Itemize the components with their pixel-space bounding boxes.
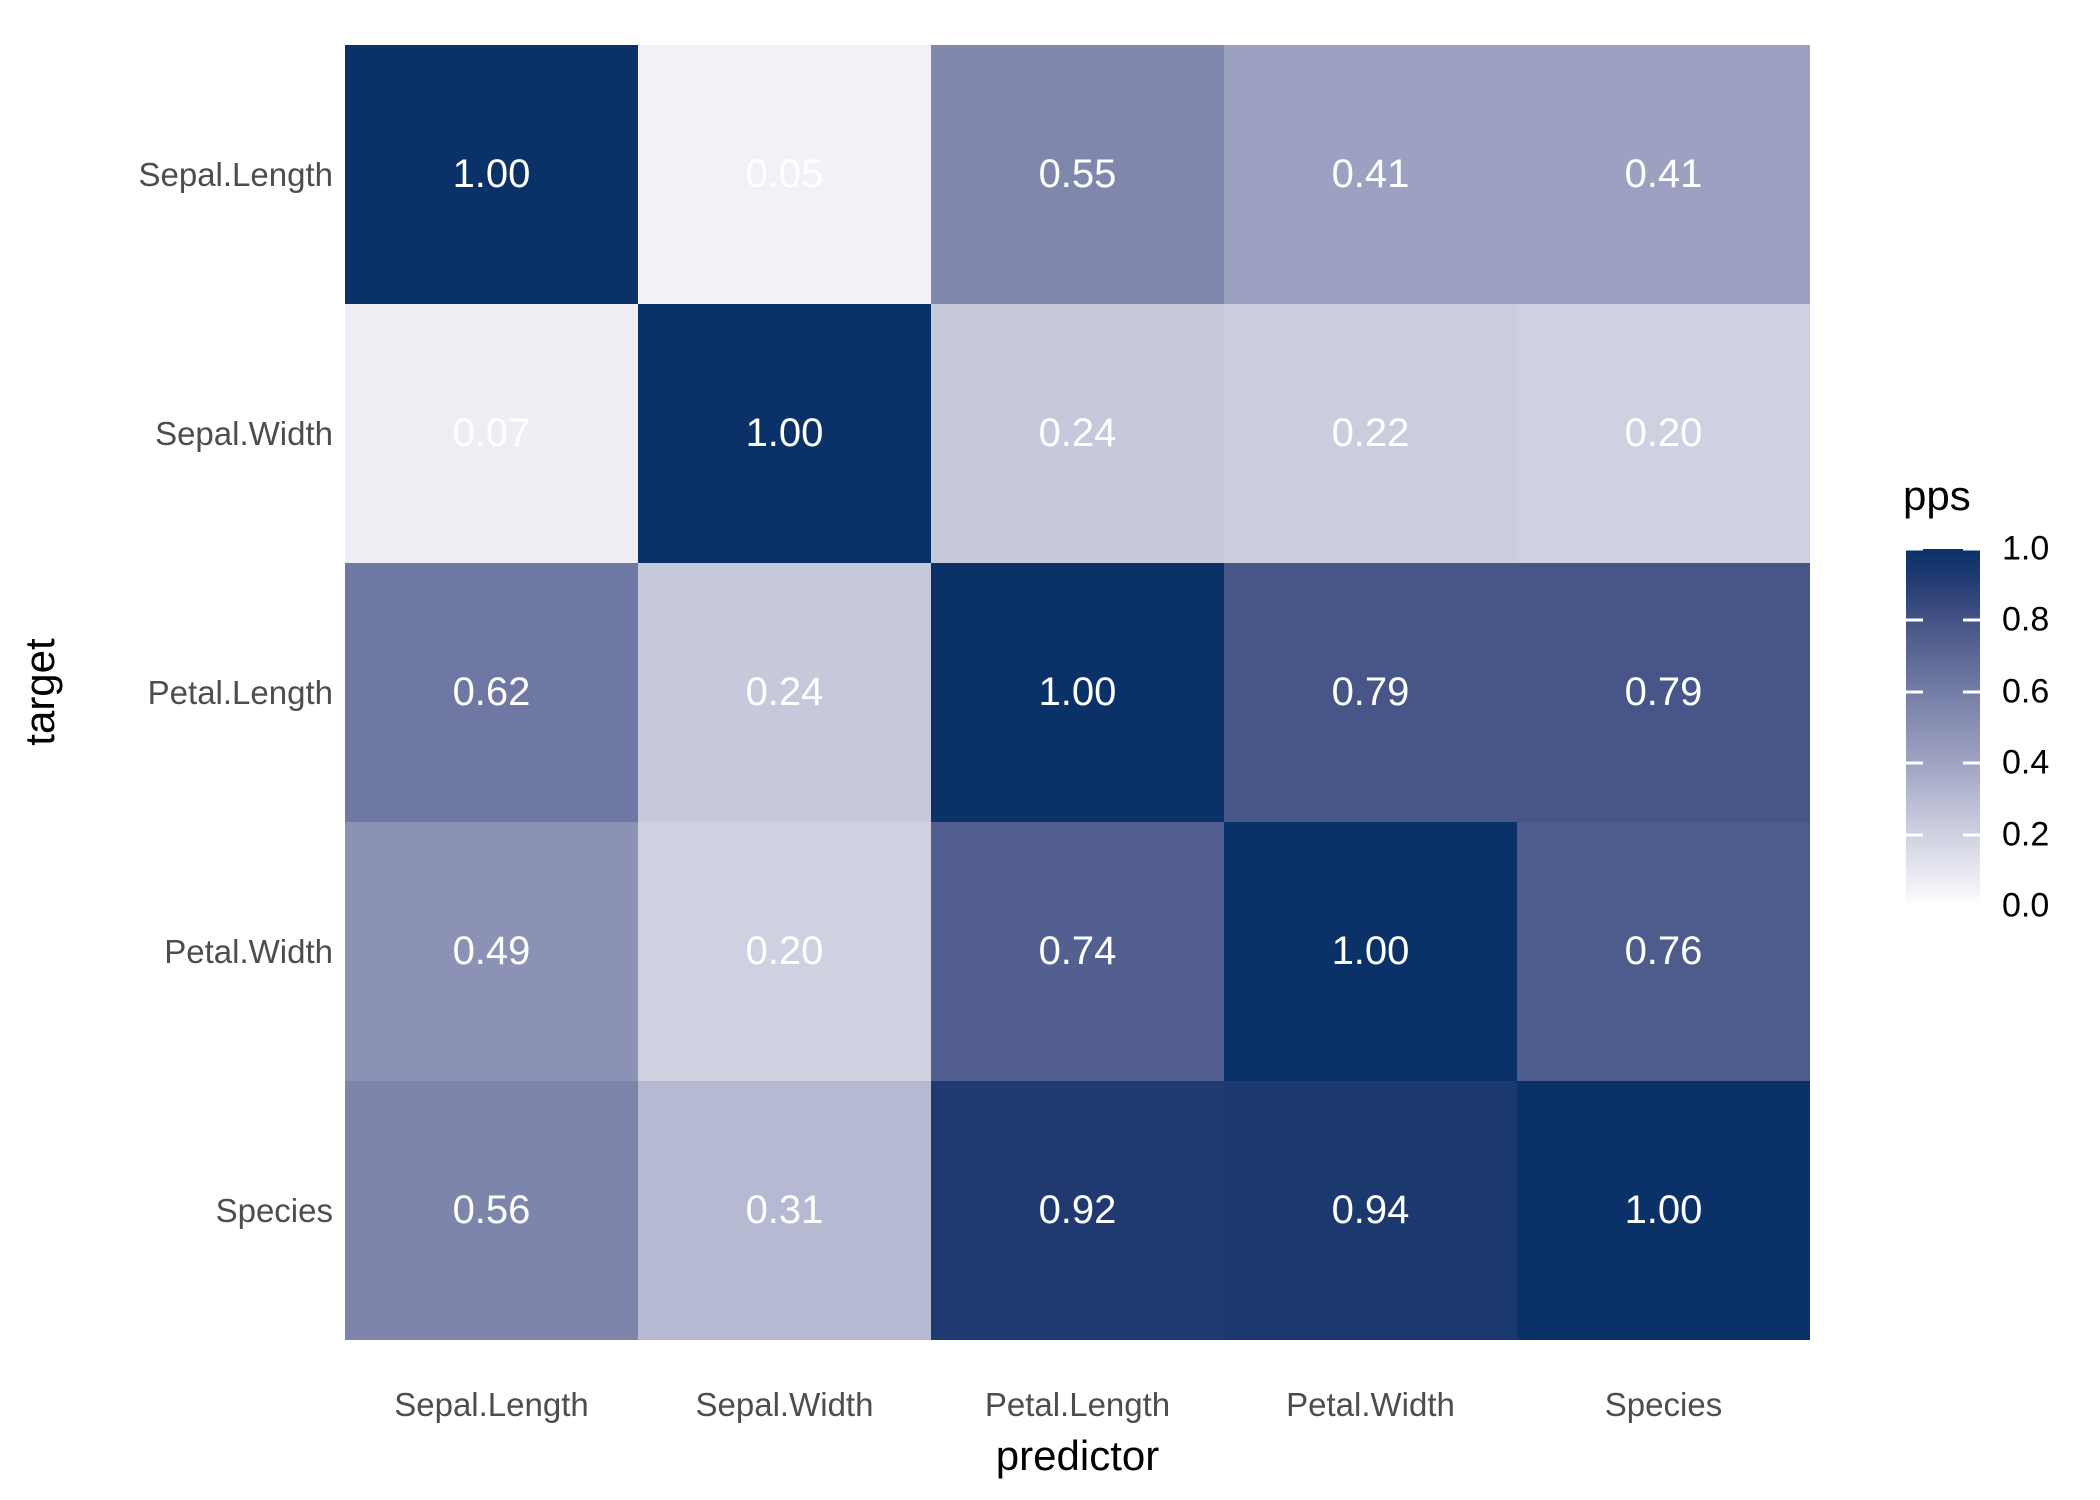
heatmap-cell: 0.20 — [638, 822, 931, 1081]
heatmap-cell: 0.92 — [931, 1081, 1224, 1340]
x-tick-label: Petal.Width — [1286, 1386, 1455, 1423]
heatmap-cell: 0.22 — [1224, 304, 1517, 563]
heatmap-cell-value: 0.62 — [452, 670, 531, 714]
heatmap-cell-value: 0.92 — [1038, 1188, 1117, 1232]
x-tick-label: Sepal.Length — [394, 1386, 589, 1423]
heatmap-cell: 0.56 — [345, 1081, 638, 1340]
heatmap-cell-value: 0.74 — [1038, 929, 1117, 973]
x-axis-title: predictor — [995, 1432, 1160, 1479]
legend-tick-mark — [1963, 833, 1980, 837]
heatmap-cell-value: 1.00 — [745, 411, 824, 455]
heatmap-cell-value: 0.79 — [1331, 670, 1410, 714]
heatmap-cell-value: 0.24 — [1038, 411, 1117, 455]
heatmap-cell: 0.07 — [345, 304, 638, 563]
heatmap-cell: 1.00 — [345, 45, 638, 304]
heatmap-cell-value: 0.20 — [1624, 411, 1703, 455]
heatmap-cell: 0.41 — [1517, 45, 1810, 304]
legend-tick-mark — [1963, 761, 1980, 765]
heatmap-cell: 0.41 — [1224, 45, 1517, 304]
heatmap-cell-value: 0.41 — [1624, 152, 1703, 196]
heatmap-cell: 0.94 — [1224, 1081, 1517, 1340]
heatmap-cell: 0.79 — [1517, 563, 1810, 822]
legend-tick-label: 1.0 — [2002, 529, 2050, 568]
heatmap-cell-value: 0.76 — [1624, 929, 1703, 973]
y-tick-label: Species — [215, 1191, 333, 1229]
heatmap-cell-value: 1.00 — [1038, 670, 1117, 714]
heatmap-cell-value: 0.22 — [1331, 411, 1410, 455]
heatmap-cell-value: 0.79 — [1624, 670, 1703, 714]
heatmap-cell-value: 0.20 — [745, 929, 824, 973]
heatmap-cell-value: 1.00 — [1331, 929, 1410, 973]
heatmap-cell: 0.31 — [638, 1081, 931, 1340]
heatmap-cell-value: 1.00 — [452, 152, 531, 196]
legend-tick-mark — [1906, 547, 1923, 551]
heatmap-cell: 0.24 — [931, 304, 1224, 563]
legend-gradient-bar — [1906, 547, 1980, 908]
heatmap-cell: 0.24 — [638, 563, 931, 822]
legend-tick-mark — [1963, 618, 1980, 622]
heatmap-cell-value: 0.94 — [1331, 1188, 1410, 1232]
x-tick-label: Sepal.Width — [695, 1386, 874, 1423]
legend-tick-mark — [1906, 618, 1923, 622]
legend-tick-mark — [1906, 690, 1923, 694]
heatmap-cell-value: 0.07 — [452, 411, 531, 455]
heatmap-cell: 0.49 — [345, 822, 638, 1081]
x-tick-label: Petal.Length — [984, 1386, 1171, 1423]
legend-tick-label: 0.2 — [2002, 815, 2050, 854]
y-tick-label: Sepal.Length — [138, 155, 333, 193]
heatmap-panel: 1.00 0.05 0.55 0.41 0.41 0.07 1.00 0.24 0.22 0.20… — [345, 45, 1810, 1340]
heatmap-cell-value: 0.24 — [745, 670, 824, 714]
heatmap-cell: 0.76 — [1517, 822, 1810, 1081]
heatmap-cell-value: 0.41 — [1331, 152, 1410, 196]
heatmap-cell: 0.79 — [1224, 563, 1517, 822]
y-tick-label: Petal.Width — [164, 932, 333, 970]
heatmap-cell-value: 0.56 — [452, 1188, 531, 1232]
legend-tick-label: 0.6 — [2002, 672, 2050, 711]
legend-tick-mark — [1906, 833, 1923, 837]
x-tick-label: Species — [1604, 1386, 1723, 1423]
heatmap-cell-value: 0.05 — [745, 152, 824, 196]
legend-tick-label: 0.0 — [2002, 886, 2050, 925]
heatmap-cell-value: 1.00 — [1624, 1188, 1703, 1232]
legend-tick-mark — [1963, 690, 1980, 694]
heatmap-cell: 1.00 — [1517, 1081, 1810, 1340]
heatmap-cell: 0.62 — [345, 563, 638, 822]
heatmap-cell: 1.00 — [931, 563, 1224, 822]
heatmap-cell: 1.00 — [1224, 822, 1517, 1081]
legend-title: pps — [1903, 472, 1971, 519]
legend-tick-mark — [1963, 904, 1980, 908]
heatmap-cell: 0.74 — [931, 822, 1224, 1081]
heatmap-cell: 1.00 — [638, 304, 931, 563]
legend-tick-mark — [1906, 761, 1923, 765]
y-tick-label: Sepal.Width — [155, 414, 333, 452]
heatmap-cell: 0.55 — [931, 45, 1224, 304]
legend-tick-mark — [1963, 547, 1980, 551]
heatmap-cell: 0.20 — [1517, 304, 1810, 563]
heatmap-cell-value: 0.49 — [452, 929, 531, 973]
heatmap-cell-value: 0.55 — [1038, 152, 1117, 196]
heatmap-cell-value: 0.31 — [745, 1188, 824, 1232]
heatmap-cell: 0.05 — [638, 45, 931, 304]
legend-tick-label: 0.4 — [2002, 743, 2050, 782]
legend-tick-label: 0.8 — [2002, 600, 2050, 639]
y-tick-label: Petal.Length — [147, 673, 333, 711]
legend-tick-mark — [1906, 904, 1923, 908]
